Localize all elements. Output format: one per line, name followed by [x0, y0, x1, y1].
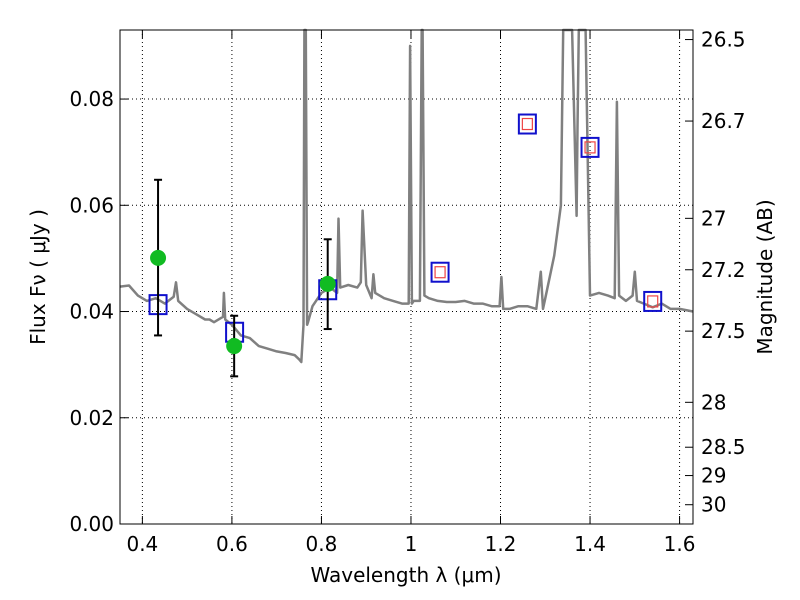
- y-tick-label: 0.04: [69, 300, 114, 324]
- ticks-layer: 0.4 0.6 0.8 1 1.2 1.4 1.6 0.00 0.02 0.04 0.06 0.08 2…: [69, 28, 745, 556]
- mag-tick-label: 30: [701, 493, 726, 517]
- observed-flux-point: [319, 275, 336, 292]
- x-tick-label: 1.6: [664, 532, 696, 556]
- plot-frame: [119, 29, 694, 525]
- marker-layer: [148, 113, 663, 378]
- y-axis-label-right: Magnitude (AB): [753, 199, 777, 354]
- mag-tick-label: 27.2: [701, 258, 746, 282]
- upper-limit-marker: [434, 266, 446, 279]
- mag-tick-label: 29: [701, 464, 726, 488]
- x-tick-label: 0.6: [216, 532, 248, 556]
- spectrum-layer: [119, 28, 694, 364]
- y-axis-label-left: Flux Fν ( μJy ): [26, 209, 50, 345]
- mag-tick-label: 26.7: [701, 109, 746, 133]
- mag-tick-label: 27: [701, 206, 726, 230]
- x-tick-label: 0.4: [126, 532, 158, 556]
- upper-limit-marker: [521, 117, 533, 131]
- x-axis-label: Wavelength λ (μm): [310, 563, 501, 587]
- mag-tick-label: 28: [701, 390, 726, 414]
- model-band-marker: [430, 261, 450, 283]
- x-tick-label: 0.8: [306, 532, 338, 556]
- y-tick-label: 0.06: [69, 193, 114, 217]
- x-tick-label: 1.4: [574, 532, 606, 556]
- model-band-marker: [643, 290, 663, 312]
- y-tick-label: 0.08: [69, 87, 114, 111]
- x-tick-label: 1: [405, 532, 418, 556]
- observed-flux-point: [226, 338, 243, 355]
- upper-limit-marker: [647, 295, 659, 308]
- model-band-marker: [580, 136, 600, 158]
- y-tick-label: 0.00: [69, 512, 114, 536]
- mag-tick-label: 26.5: [701, 28, 746, 52]
- mag-tick-label: 28.5: [701, 435, 746, 459]
- observed-flux-point: [150, 249, 167, 266]
- model-spectrum-line: [119, 28, 694, 364]
- x-tick-label: 1.2: [485, 532, 517, 556]
- upper-limit-marker: [584, 141, 596, 154]
- grid-layer: [120, 30, 693, 525]
- y-tick-label: 0.02: [69, 406, 114, 430]
- model-band-marker: [517, 113, 537, 135]
- mag-tick-label: 27.5: [701, 319, 746, 343]
